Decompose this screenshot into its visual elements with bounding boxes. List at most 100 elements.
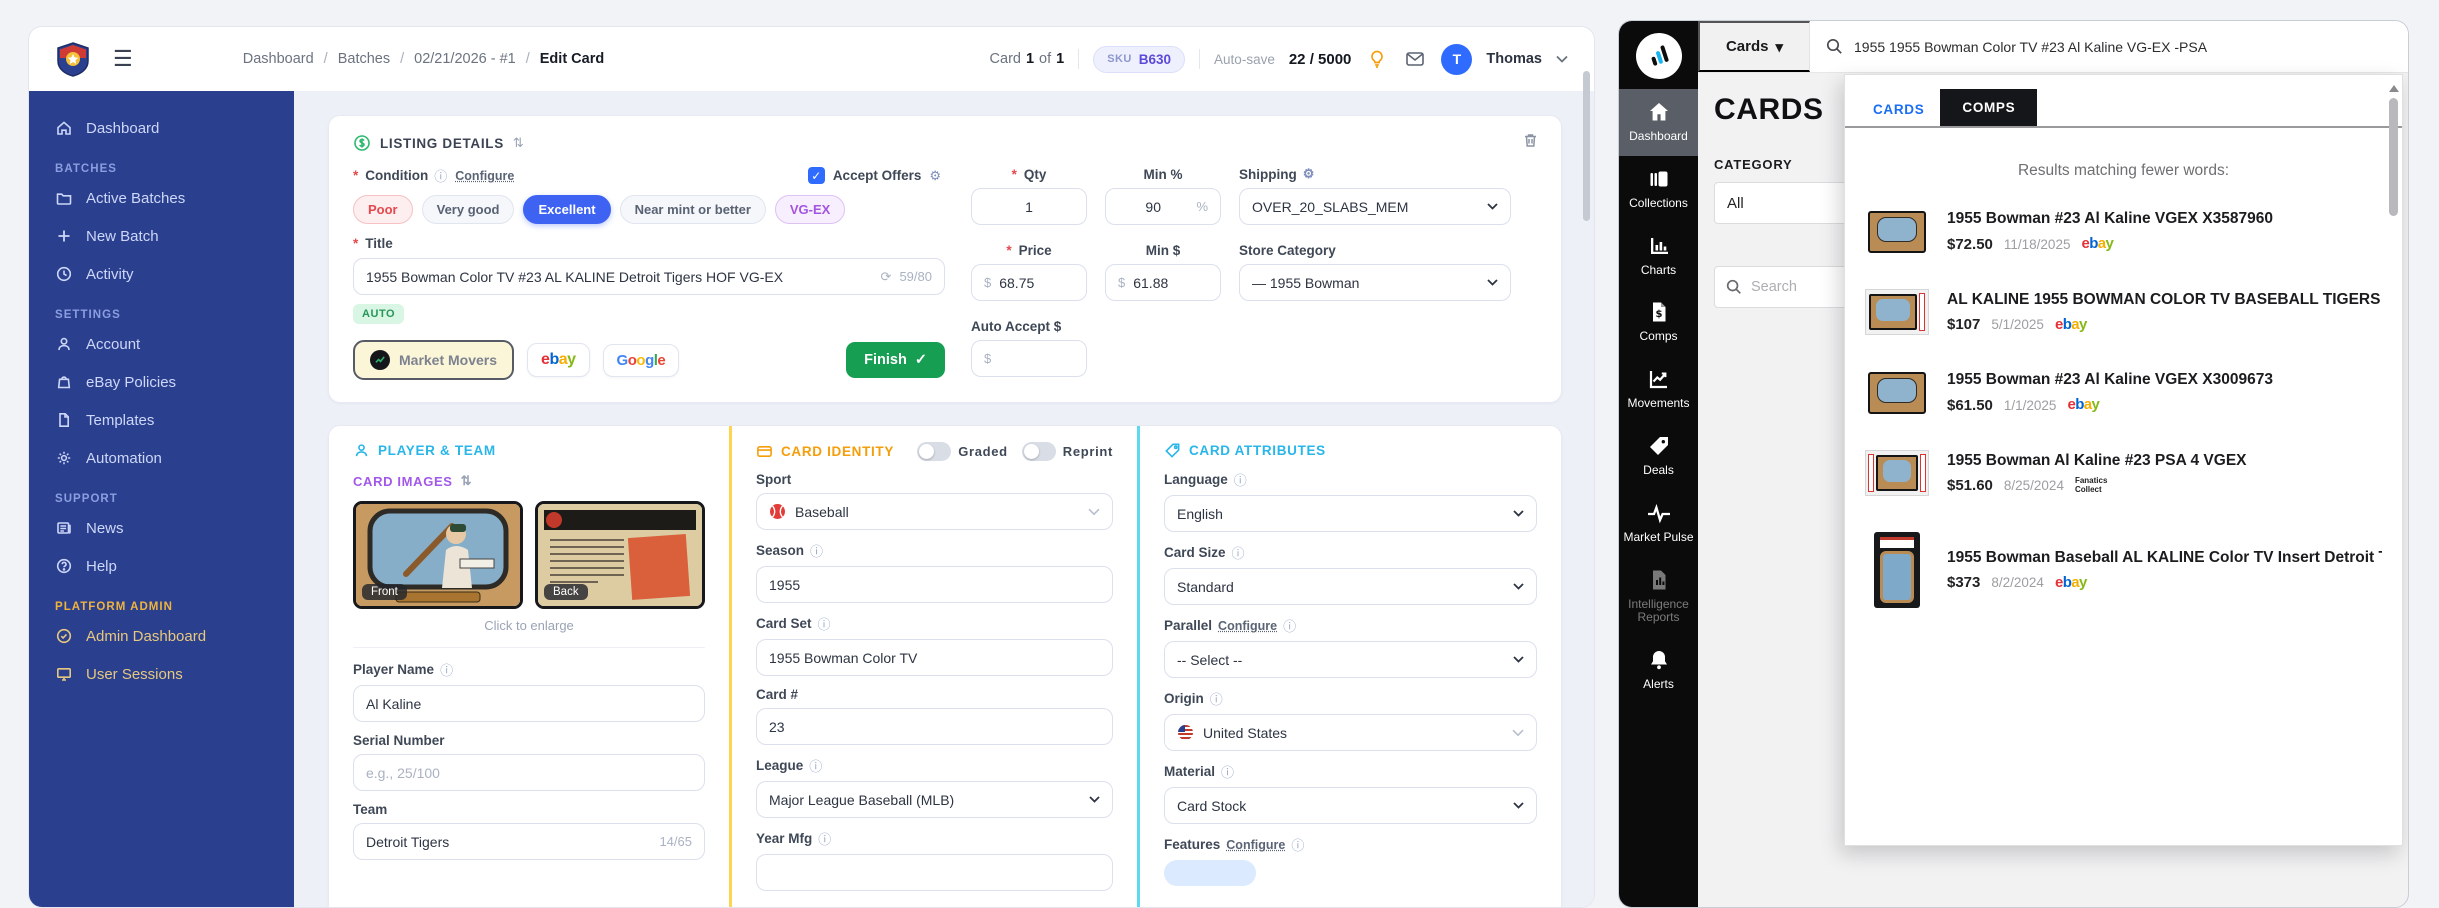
sidebar-item-active-batches[interactable]: Active Batches xyxy=(45,179,278,217)
year-mfg-input[interactable] xyxy=(756,854,1113,891)
card-front-thumbnail[interactable]: Front xyxy=(353,501,523,609)
info-icon[interactable]: ⓘ xyxy=(1233,473,1247,488)
messages-icon[interactable] xyxy=(1403,47,1427,71)
shipping-settings-icon[interactable]: ⚙ xyxy=(1302,166,1315,181)
team-input[interactable] xyxy=(366,833,652,850)
sort-icon[interactable]: ⇅ xyxy=(460,473,473,488)
sidebar-item-help[interactable]: Help xyxy=(45,547,278,585)
tab-cards[interactable]: CARDS xyxy=(1873,102,1925,117)
finish-button[interactable]: Finish ✓ xyxy=(846,342,945,378)
condition-option-very-good[interactable]: Very good xyxy=(421,195,515,224)
material-select[interactable]: Card Stock xyxy=(1164,787,1537,824)
auto-accept-input[interactable] xyxy=(999,350,1074,367)
info-icon[interactable]: ⓘ xyxy=(818,832,832,847)
info-icon[interactable]: ⓘ xyxy=(817,617,831,632)
lightbulb-icon[interactable] xyxy=(1365,47,1389,71)
min-pct-input[interactable] xyxy=(1118,198,1189,215)
info-icon[interactable]: ⓘ xyxy=(1231,546,1245,561)
result-row[interactable]: AL KALINE 1955 BOWMAN COLOR TV BASEBALL … xyxy=(1845,289,2402,335)
ext-nav-charts[interactable]: Charts xyxy=(1619,223,1698,290)
store-category-select[interactable]: — 1955 Bowman xyxy=(1239,264,1511,301)
condition-option-near-mint[interactable]: Near mint or better xyxy=(619,195,766,224)
player-name-input[interactable] xyxy=(353,685,705,722)
scrollbar-thumb[interactable] xyxy=(1583,71,1590,221)
info-icon[interactable]: ⓘ xyxy=(1291,838,1305,853)
ext-nav-alerts[interactable]: Alerts xyxy=(1619,637,1698,704)
app-logo[interactable] xyxy=(55,41,91,77)
parallel-configure-link[interactable]: Configure xyxy=(1218,618,1278,633)
click-to-enlarge-hint[interactable]: Click to enlarge xyxy=(484,618,574,633)
min-dollar-input[interactable] xyxy=(1133,274,1208,291)
dropdown-scrollbar[interactable] xyxy=(2388,83,2399,837)
result-row[interactable]: 1955 Bowman Al Kaline #23 PSA 4 VGEX $51… xyxy=(1845,450,2402,496)
delete-card-button[interactable] xyxy=(1522,132,1539,154)
price-input[interactable] xyxy=(999,274,1074,291)
sidebar-item-admin-dashboard[interactable]: Admin Dashboard xyxy=(45,617,278,655)
shipping-select[interactable]: OVER_20_SLABS_MEM xyxy=(1239,188,1511,225)
league-select[interactable]: Major League Baseball (MLB) xyxy=(756,781,1113,818)
language-select[interactable]: English xyxy=(1164,495,1537,532)
condition-configure-link[interactable]: Configure xyxy=(455,168,515,183)
condition-option-excellent[interactable]: Excellent xyxy=(523,195,611,224)
ext-nav-comps[interactable]: $ Comps xyxy=(1619,289,1698,356)
sidebar-item-news[interactable]: News xyxy=(45,509,278,547)
result-row[interactable]: 1955 Bowman #23 Al Kaline VGEX X3009673 … xyxy=(1845,371,2402,414)
info-icon[interactable]: ⓘ xyxy=(810,544,824,559)
sidebar-item-user-sessions[interactable]: User Sessions xyxy=(45,655,278,693)
sidebar-item-account[interactable]: Account xyxy=(45,325,278,363)
card-size-select[interactable]: Standard xyxy=(1164,568,1537,605)
info-icon[interactable]: ⓘ xyxy=(1221,765,1235,780)
breadcrumb-batches[interactable]: Batches xyxy=(337,51,391,67)
sort-icon[interactable]: ⇅ xyxy=(512,135,524,150)
parallel-select[interactable]: -- Select -- xyxy=(1164,641,1537,678)
serial-number-input[interactable] xyxy=(353,754,705,791)
sidebar-item-ebay-policies[interactable]: eBay Policies xyxy=(45,363,278,401)
sidebar-item-automation[interactable]: Automation xyxy=(45,439,278,477)
extension-search-bar[interactable]: 1955 1955 Bowman Color TV #23 Al Kaline … xyxy=(1810,21,2408,72)
features-configure-link[interactable]: Configure xyxy=(1226,837,1286,852)
breadcrumb-batch-date[interactable]: 02/21/2026 - #1 xyxy=(414,51,516,67)
scroll-up-arrow[interactable] xyxy=(2388,85,2399,92)
reprint-toggle[interactable]: Reprint xyxy=(1021,442,1113,461)
accept-offers-checkbox[interactable]: ✓ xyxy=(807,167,825,184)
sidebar-item-new-batch[interactable]: New Batch xyxy=(45,217,278,255)
info-icon[interactable]: ⓘ xyxy=(1209,692,1223,707)
feature-pill[interactable] xyxy=(1164,860,1256,886)
card-number-input[interactable] xyxy=(756,708,1113,745)
season-input[interactable] xyxy=(756,566,1113,603)
card-back-thumbnail[interactable]: Back xyxy=(535,501,705,609)
sidebar-item-templates[interactable]: Templates xyxy=(45,401,278,439)
info-icon[interactable]: ⓘ xyxy=(440,663,454,678)
sidebar-item-activity[interactable]: Activity xyxy=(45,255,278,293)
user-name[interactable]: Thomas xyxy=(1486,51,1542,67)
title-input[interactable] xyxy=(366,268,873,285)
origin-select[interactable]: United States xyxy=(1164,714,1537,751)
market-movers-logo[interactable] xyxy=(1635,33,1682,79)
ext-nav-market-pulse[interactable]: Market Pulse xyxy=(1619,490,1698,557)
condition-option-poor[interactable]: Poor xyxy=(353,195,413,224)
condition-option-vg-ex[interactable]: VG-EX xyxy=(774,195,846,224)
ext-nav-intelligence-reports[interactable]: Intelligence Reports xyxy=(1619,557,1698,638)
offers-settings-icon[interactable]: ⚙ xyxy=(929,167,941,183)
info-icon[interactable]: ⓘ xyxy=(434,169,448,184)
avatar[interactable]: T xyxy=(1441,43,1473,75)
scrollbar-thumb[interactable] xyxy=(2389,98,2398,216)
sport-select[interactable]: Baseball xyxy=(756,493,1113,530)
sidebar-item-dashboard[interactable]: Dashboard xyxy=(45,109,278,147)
result-row[interactable]: 1955 Bowman #23 Al Kaline VGEX X3587960 … xyxy=(1845,210,2402,253)
menu-icon[interactable]: ☰ xyxy=(113,46,133,71)
info-icon[interactable]: ⓘ xyxy=(809,759,823,774)
market-movers-button[interactable]: Market Movers xyxy=(353,340,515,380)
card-set-input[interactable] xyxy=(756,639,1113,676)
chevron-down-icon[interactable] xyxy=(1556,55,1568,63)
ext-nav-movements[interactable]: Movements xyxy=(1619,356,1698,423)
tab-comps[interactable]: COMPS xyxy=(1940,89,2038,126)
result-row[interactable]: 1955 Bowman Baseball AL KALINE Color TV … xyxy=(1845,532,2402,608)
breadcrumb-dashboard[interactable]: Dashboard xyxy=(242,51,314,67)
refresh-title-icon[interactable]: ⟳ xyxy=(880,268,892,284)
ext-nav-collections[interactable]: Collections xyxy=(1619,156,1698,223)
info-icon[interactable]: ⓘ xyxy=(1283,619,1297,634)
qty-input[interactable] xyxy=(971,188,1087,225)
